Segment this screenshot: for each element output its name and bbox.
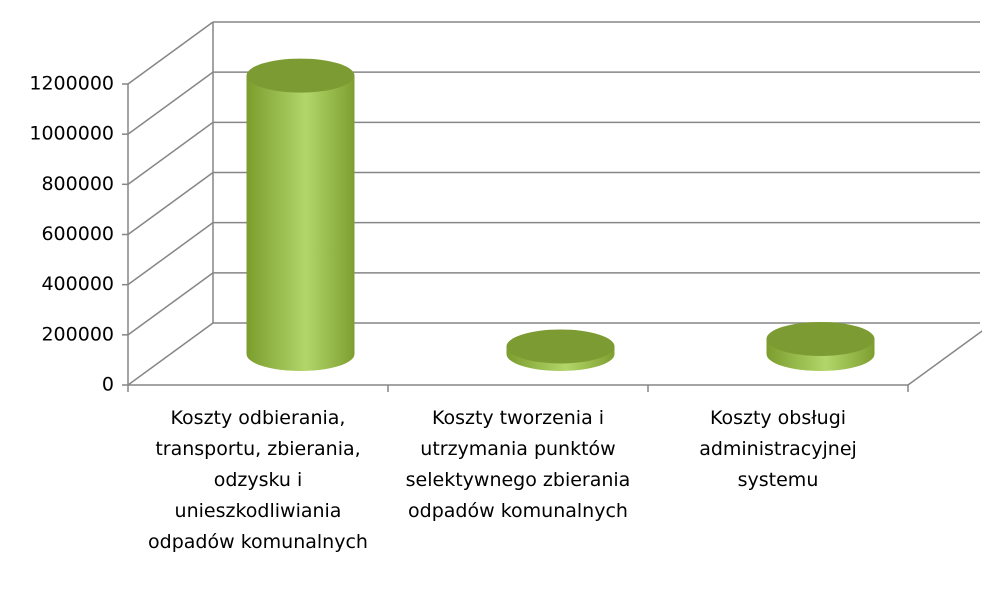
bar-top: [766, 321, 875, 356]
grid-line: [127, 171, 214, 236]
grid-line: [127, 71, 214, 135]
grid-line: [127, 121, 214, 185]
grid-line: [127, 222, 214, 286]
y-tick-label: 200000: [41, 323, 114, 345]
y-tick-label: 1000000: [29, 123, 114, 145]
y-tick-label: 0: [102, 374, 114, 396]
bar-top: [506, 329, 615, 364]
x-tick-label: Koszty odbierania, transportu, zbierania…: [148, 407, 368, 553]
x-tick-label: Koszty tworzenia i utrzymania punktów se…: [405, 407, 631, 522]
grid-line: [127, 21, 214, 85]
floor-edge: [907, 330, 982, 386]
x-tick-label: Koszty obsługi administracyjnej systemu: [699, 407, 857, 491]
y-tick-label: 1200000: [29, 73, 114, 95]
y-tick-label: 600000: [41, 223, 114, 245]
bar-top: [246, 58, 355, 93]
grid-line: [127, 322, 214, 386]
grid-line: [127, 272, 214, 336]
y-tick-label: 400000: [41, 273, 114, 295]
y-tick-label: 800000: [41, 173, 114, 195]
bar: [246, 75, 355, 371]
